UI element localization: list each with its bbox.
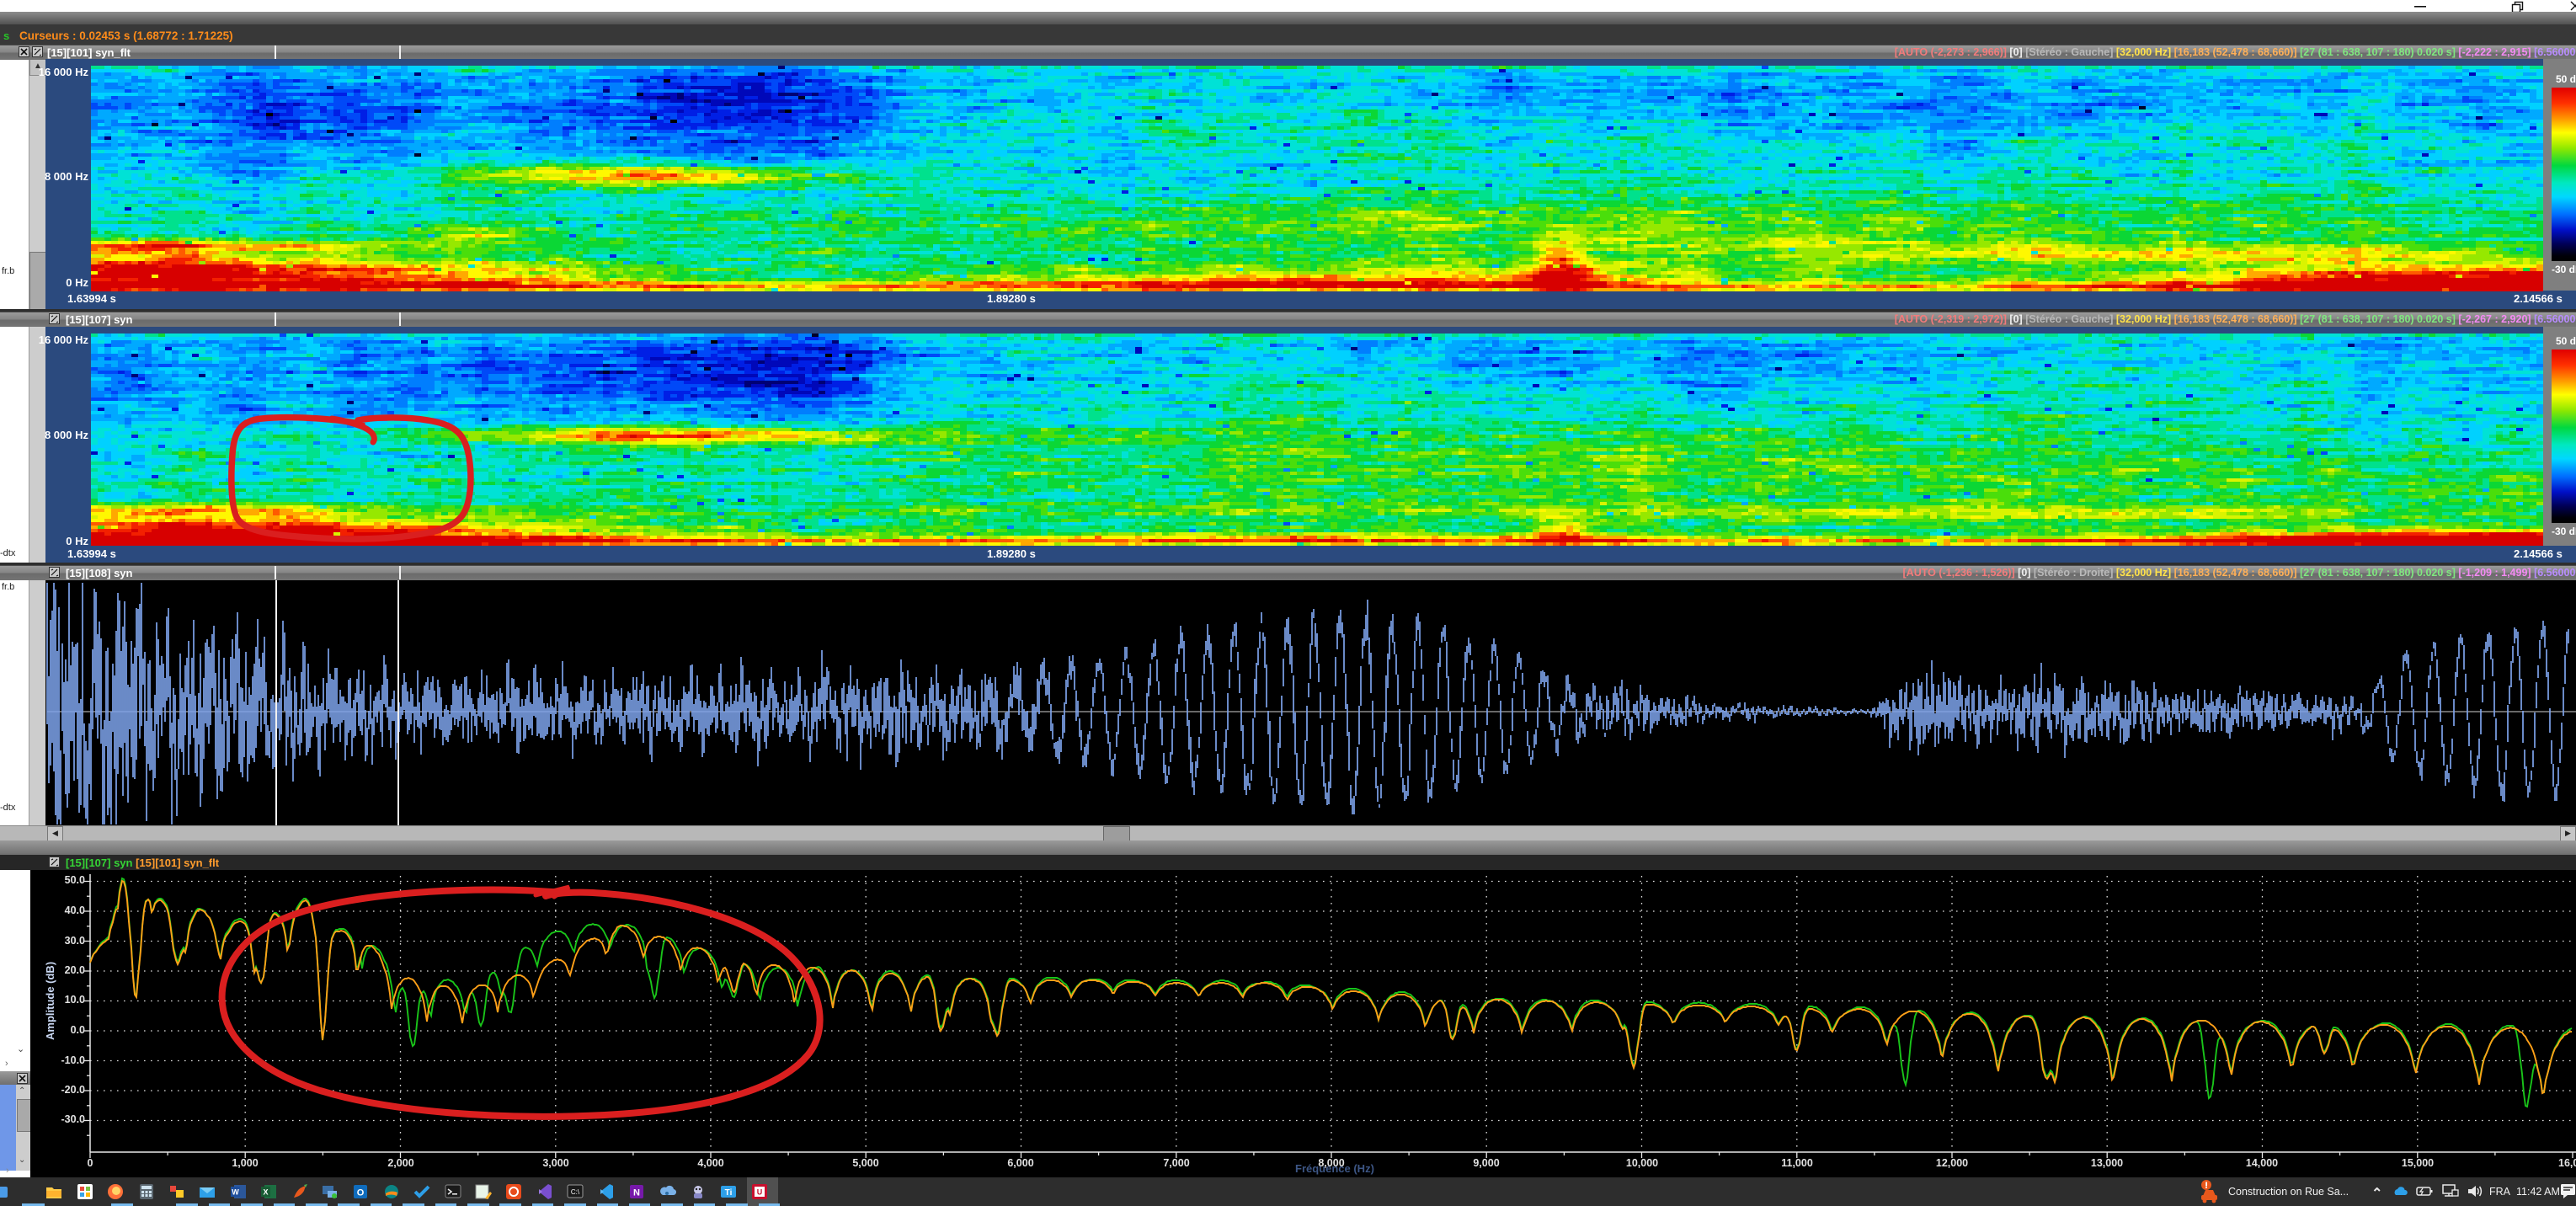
svg-text:U: U	[757, 1188, 763, 1197]
svg-text:O: O	[357, 1188, 365, 1198]
svg-text:X: X	[263, 1188, 268, 1197]
svg-text:Ti: Ti	[725, 1188, 733, 1198]
svg-text:N: N	[633, 1188, 640, 1198]
svg-text:W: W	[232, 1188, 239, 1197]
svg-text:C:\: C:\	[571, 1188, 580, 1196]
